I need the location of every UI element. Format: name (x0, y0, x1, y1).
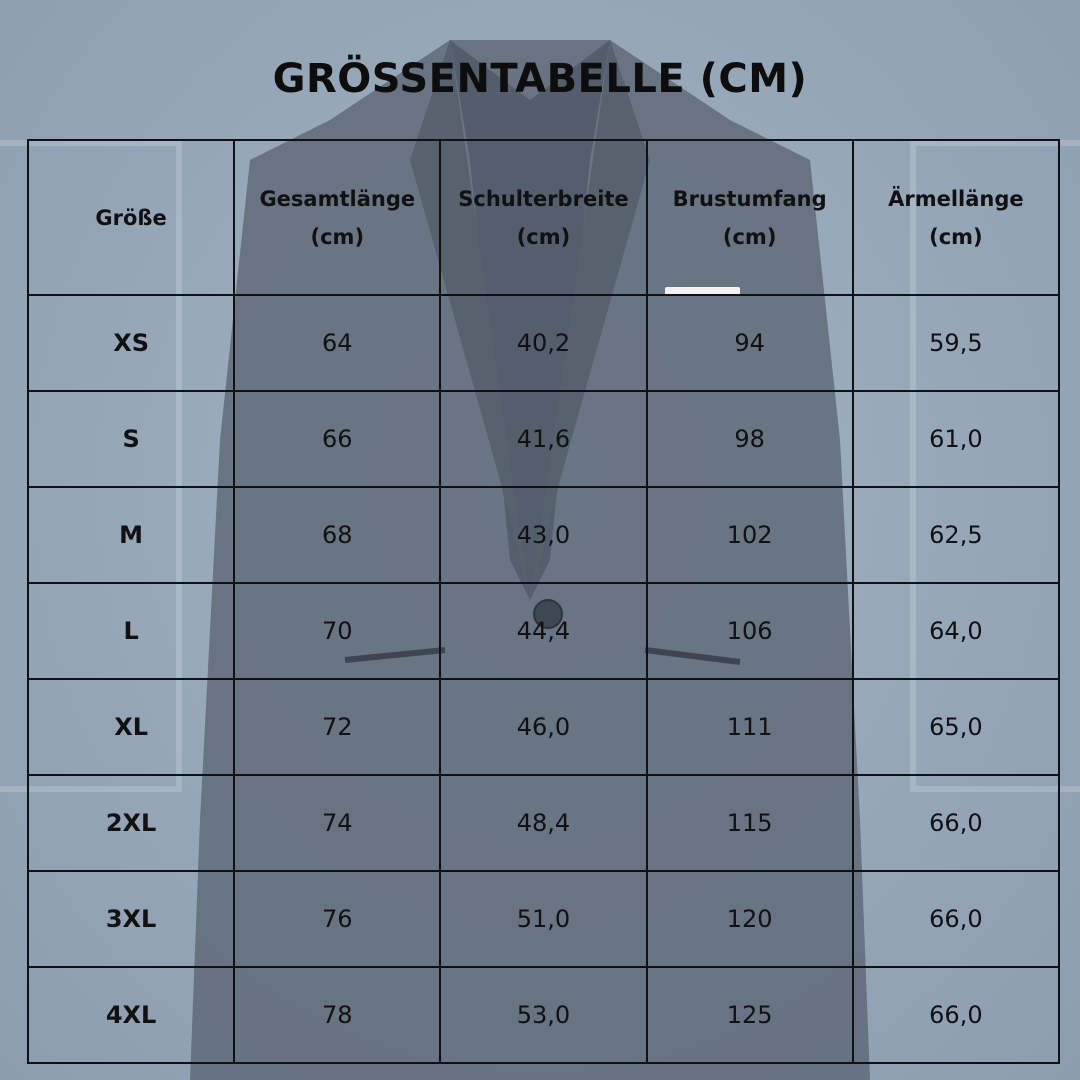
header-unit: (cm) (310, 224, 365, 249)
table-cell: 66,0 (851, 774, 1061, 872)
table-row: 4XL 78 53,0 125 66,0 (26, 966, 1061, 1064)
table-cell: 94 (645, 294, 854, 392)
table-cell: 125 (645, 966, 854, 1064)
header-size: Größe (26, 139, 236, 296)
table-cell: 59,5 (851, 294, 1061, 392)
table-cell: 65,0 (851, 678, 1061, 776)
table-cell: 98 (645, 390, 854, 488)
table-row: XS 64 40,2 94 59,5 (26, 294, 1061, 392)
table-row: M 68 43,0 102 62,5 (26, 486, 1061, 584)
header-unit: (cm) (929, 224, 983, 249)
header-total-length: Gesamtlänge (cm) (233, 139, 442, 296)
table-cell: 41,6 (439, 390, 648, 488)
size-cell: L (26, 582, 236, 680)
table-cell: 78 (233, 966, 442, 1064)
table-cell: 106 (645, 582, 854, 680)
table-cell: 66 (233, 390, 442, 488)
header-label: Gesamtlänge (259, 186, 416, 211)
table-cell: 68 (233, 486, 442, 584)
size-cell: 3XL (26, 870, 236, 968)
header-unit: (cm) (516, 224, 571, 249)
table-cell: 70 (233, 582, 442, 680)
header-shoulder-width: Schulterbreite (cm) (439, 139, 648, 296)
table-row: 3XL 76 51,0 120 66,0 (26, 870, 1061, 968)
table-cell: 46,0 (439, 678, 648, 776)
size-cell: S (26, 390, 236, 488)
table-cell: 44,4 (439, 582, 648, 680)
table-cell: 62,5 (851, 486, 1061, 584)
header-label: Ärmellänge (888, 186, 1024, 211)
table-row: XL 72 46,0 111 65,0 (26, 678, 1061, 776)
header-unit: (cm) (722, 224, 777, 249)
table-cell: 72 (233, 678, 442, 776)
table-row: L 70 44,4 106 64,0 (26, 582, 1061, 680)
table-cell: 48,4 (439, 774, 648, 872)
size-cell: 2XL (26, 774, 236, 872)
table-cell: 43,0 (439, 486, 648, 584)
table-header-row: Größe Gesamtlänge (cm) Schulterbreite (cm)… (26, 139, 1061, 296)
table-cell: 51,0 (439, 870, 648, 968)
size-cell: XL (26, 678, 236, 776)
table-cell: 40,2 (439, 294, 648, 392)
header-sleeve-length: Ärmellänge (cm) (851, 139, 1061, 296)
table-cell: 74 (233, 774, 442, 872)
table-row: 2XL 74 48,4 115 66,0 (26, 774, 1061, 872)
size-chart-table: Größe Gesamtlänge (cm) Schulterbreite (cm)… (26, 139, 1061, 1064)
table-cell: 102 (645, 486, 854, 584)
table-cell: 66,0 (851, 966, 1061, 1064)
table-cell: 66,0 (851, 870, 1061, 968)
page-title: GRÖSSENTABELLE (CM) (272, 56, 808, 102)
table-cell: 76 (233, 870, 442, 968)
header-label: Schulterbreite (458, 186, 629, 211)
table-cell: 61,0 (851, 390, 1061, 488)
table-cell: 120 (645, 870, 854, 968)
table-cell: 64 (233, 294, 442, 392)
table-cell: 111 (645, 678, 854, 776)
table-cell: 53,0 (439, 966, 648, 1064)
table-row: S 66 41,6 98 61,0 (26, 390, 1061, 488)
header-label: Brustumfang (672, 186, 827, 211)
size-cell: 4XL (26, 966, 236, 1064)
header-chest: Brustumfang (cm) (645, 139, 854, 296)
header-label: Größe (95, 205, 167, 230)
size-cell: XS (26, 294, 236, 392)
table-cell: 64,0 (851, 582, 1061, 680)
size-cell: M (26, 486, 236, 584)
table-cell: 115 (645, 774, 854, 872)
